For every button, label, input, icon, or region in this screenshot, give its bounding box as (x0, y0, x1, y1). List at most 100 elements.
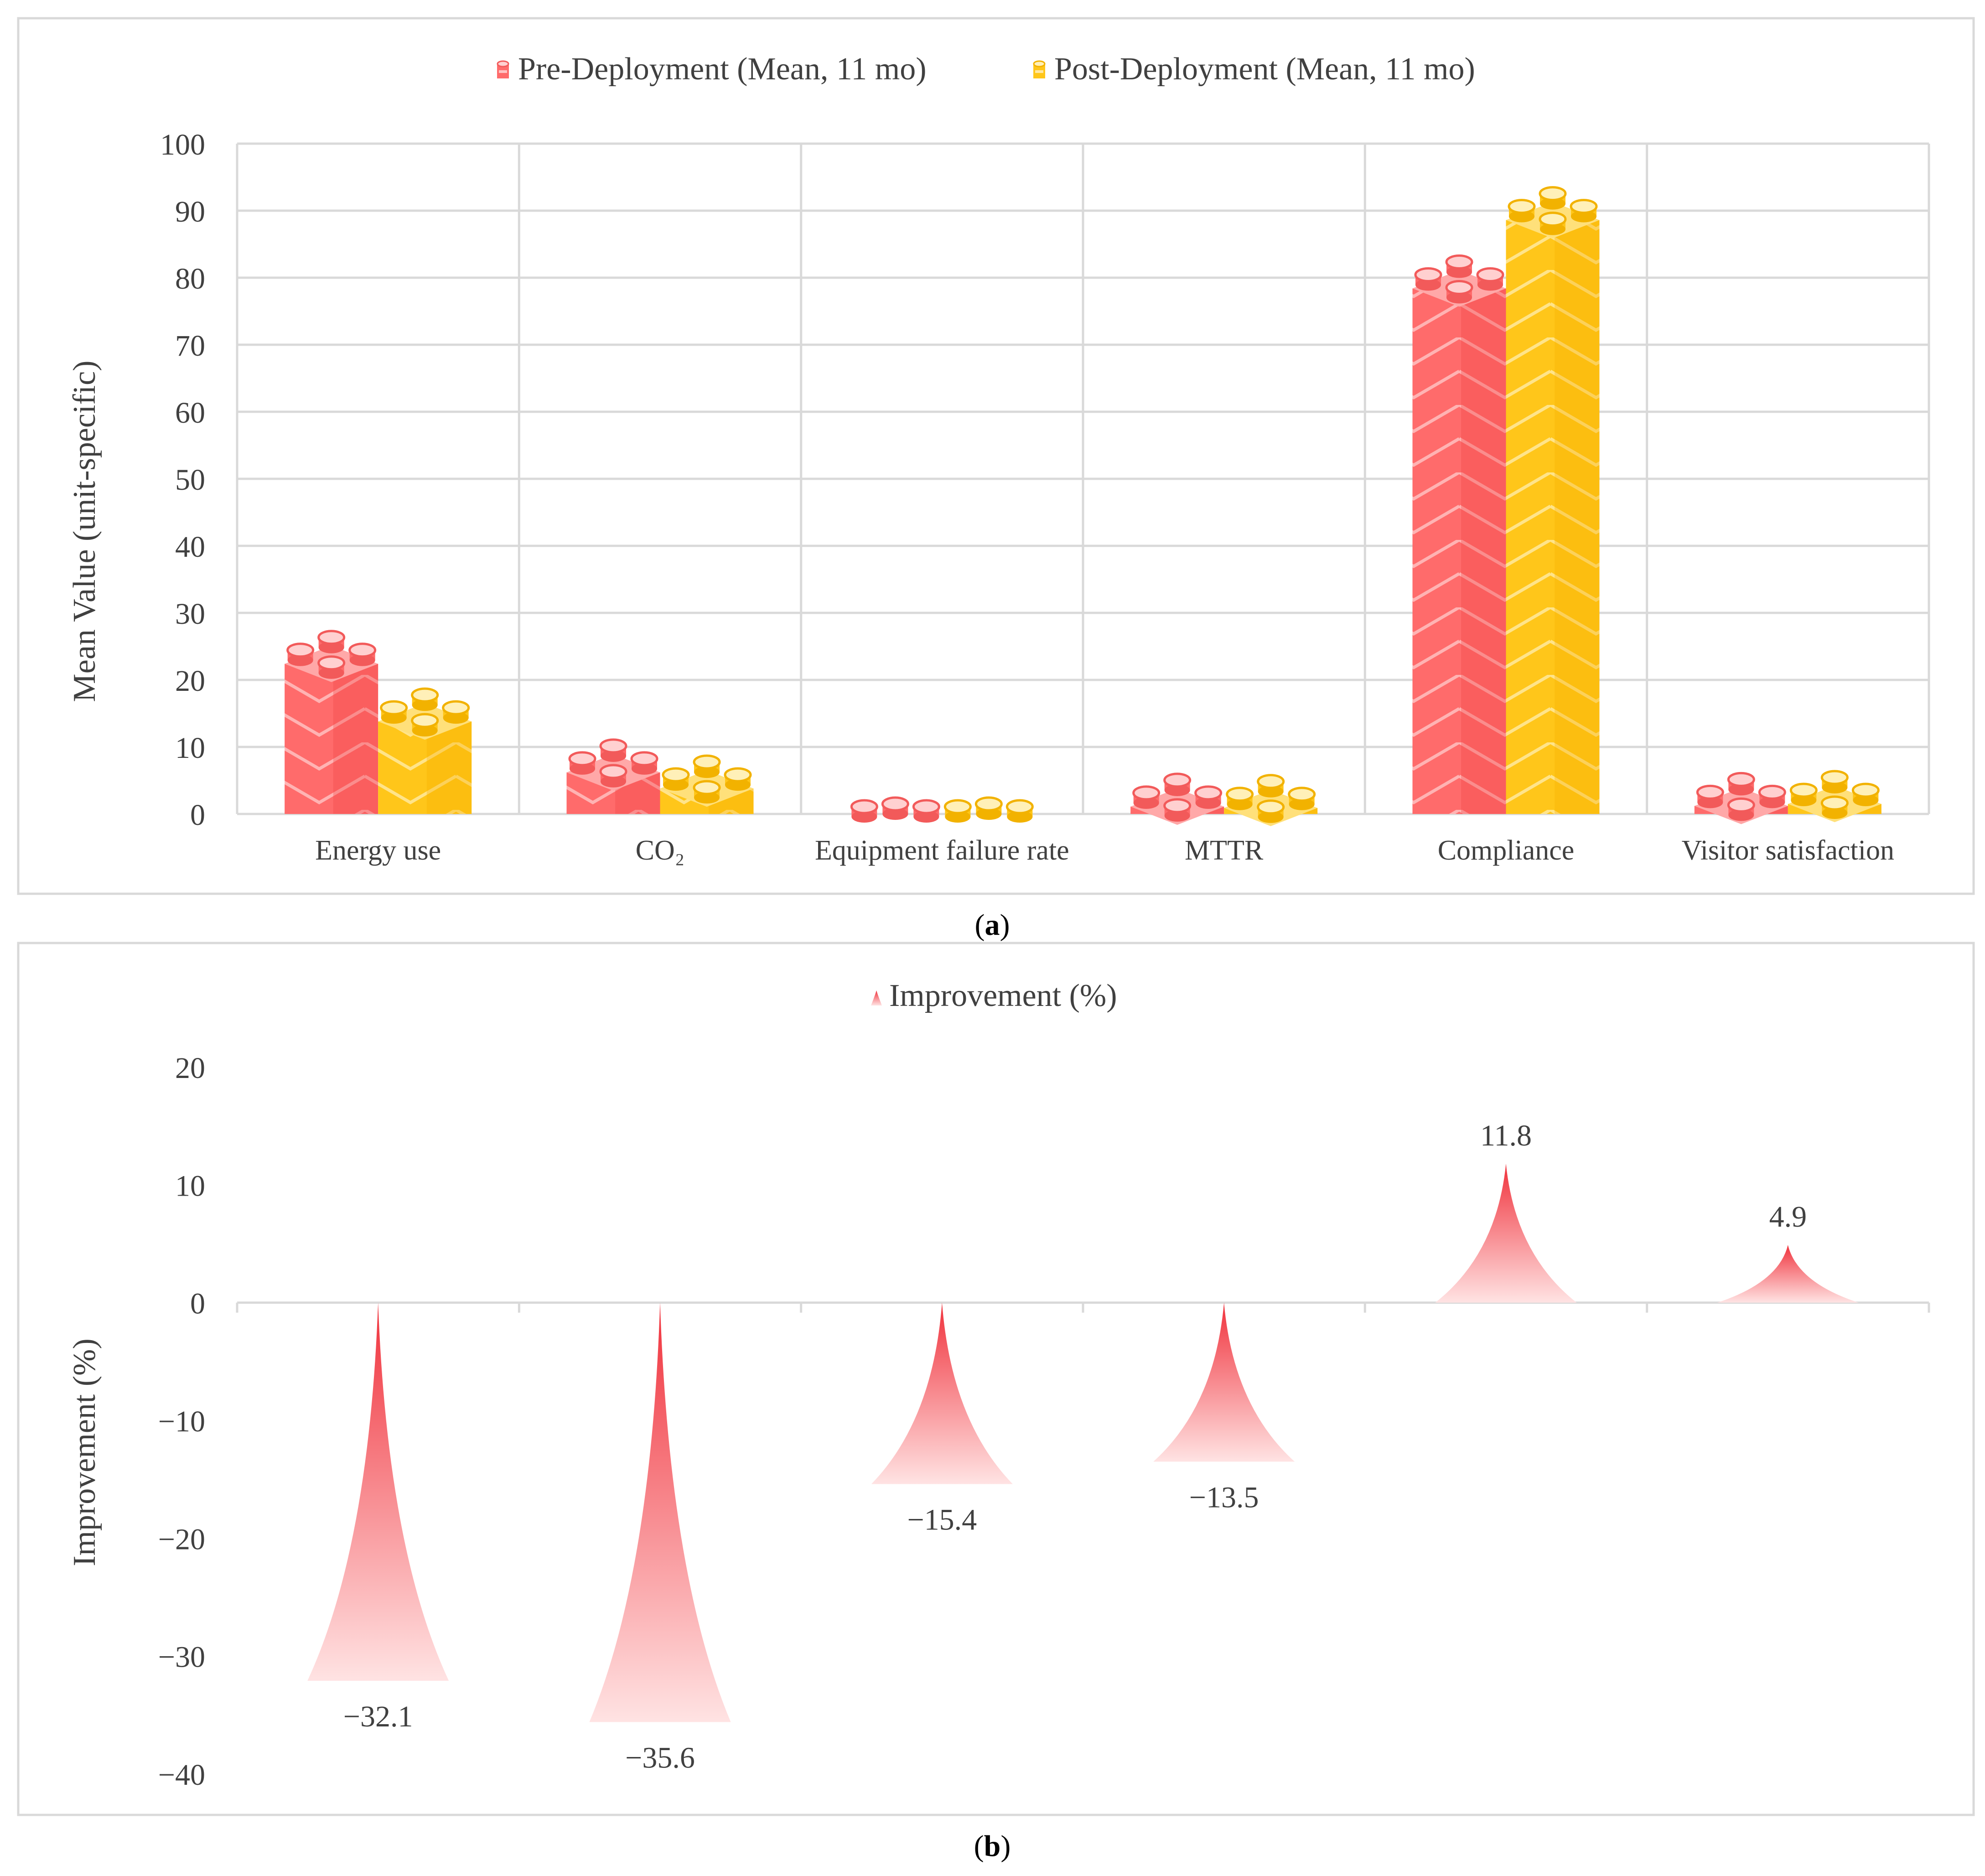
y-tick-label: −10 (158, 1405, 205, 1438)
brick-stud-top (850, 799, 878, 814)
bar-body (285, 663, 378, 814)
brick-stud-top (724, 767, 752, 783)
brick-stud-top (1226, 787, 1254, 802)
panel-b-frame (17, 942, 1975, 1816)
x-tick-label: Energy use (315, 835, 441, 866)
brick-stud-top (317, 655, 346, 671)
brick-stud-top (1820, 770, 1849, 785)
y-tick-label: 0 (190, 798, 205, 832)
brick-stud-top (1288, 787, 1316, 802)
brick-stud-base (1195, 797, 1221, 809)
panel-a-frame (17, 17, 1975, 895)
brick-stud-top (1257, 774, 1285, 789)
brick-stud-base (851, 811, 877, 823)
bar-pre (850, 796, 940, 823)
brick-stud-top (693, 780, 721, 795)
brick-stud-base (412, 699, 438, 711)
brick-stud-base (632, 762, 657, 775)
bar-post (943, 796, 1034, 823)
brick-stud-base (1759, 796, 1785, 808)
y-tick-label: 70 (175, 329, 205, 363)
brick-stud-base (1728, 809, 1754, 821)
brick-stud-top (442, 700, 470, 715)
brick-stud-base (1822, 807, 1848, 819)
brick-stud-top (1696, 784, 1724, 800)
y-tick-label: −30 (158, 1641, 205, 1674)
brick-stud-top (1445, 280, 1473, 295)
brick-stud-top (1194, 785, 1223, 801)
brick-stud-base (1133, 797, 1159, 809)
brick-stud-base (1822, 781, 1848, 793)
data-label: −15.4 (907, 1503, 977, 1537)
brick-stud-top (943, 799, 972, 814)
brick-stud-base (1415, 279, 1441, 291)
brick-stud-base (694, 792, 720, 804)
brick-stud-top (1163, 798, 1192, 814)
brick-stud-top (1727, 772, 1755, 787)
swatch-stripe (499, 70, 507, 73)
data-label: −13.5 (1189, 1481, 1259, 1514)
improvement-mark (1153, 1302, 1295, 1462)
brick-stud-base (570, 762, 595, 775)
y-tick-label: 100 (160, 128, 205, 161)
brick-stud-top (1508, 199, 1536, 214)
brick-stud-top (348, 643, 377, 658)
bar-side-shade (1461, 288, 1506, 814)
y-tick-label: 30 (175, 597, 205, 631)
y-tick-label: 40 (175, 530, 205, 564)
y-tick-label: 0 (190, 1287, 205, 1321)
brick-stud-base (913, 811, 939, 823)
brick-stud-base (1227, 798, 1253, 810)
improvement-mark (307, 1302, 449, 1681)
legend-improvement-marker (871, 990, 882, 1005)
brick-stud-top (912, 799, 940, 814)
bar-pre (566, 738, 660, 814)
brick-stud-base (1853, 794, 1879, 806)
bar-pre (1130, 772, 1224, 825)
legend-post-label: Post-Deployment (Mean, 11 mo) (1054, 52, 1475, 87)
brick-stud-top (1257, 799, 1285, 815)
x-tick-label: MTTR (1185, 835, 1264, 866)
brick-stud-top (1414, 267, 1442, 283)
bar-body (1506, 220, 1600, 814)
bar-stub (850, 796, 940, 823)
brick-stud-top (630, 751, 658, 767)
brick-stud-top (599, 764, 627, 779)
y-tick-label: 50 (175, 463, 205, 497)
bar-side-shade (426, 721, 472, 814)
brick-stud-base (601, 750, 626, 762)
legend-post-swatch (1033, 60, 1046, 78)
improvement-mark (1435, 1163, 1577, 1303)
brick-stud-top (411, 713, 439, 728)
brick-stud-base (1258, 811, 1284, 823)
brick-stud-top (881, 796, 909, 812)
brick-stud-base (1791, 794, 1817, 806)
zero-axis-b (236, 1301, 1930, 1313)
swatch-stud (1033, 60, 1046, 67)
x-tick-label: Equipment failure rate (815, 835, 1069, 866)
y-tick-label: 90 (175, 195, 205, 228)
data-label: 4.9 (1769, 1200, 1807, 1233)
improvement-mark (1717, 1245, 1859, 1303)
brick-stud-base (1509, 210, 1534, 223)
brick-stud-top (568, 751, 596, 767)
x-axis-labels-a: Energy use CO₂ Equipment failure rate MTTR C… (315, 835, 1894, 866)
bar-post (1224, 774, 1318, 826)
improvement-mark (589, 1302, 731, 1722)
brick-stud-top (1727, 797, 1755, 813)
brick-stud-base (1728, 783, 1754, 796)
bar-post (1788, 770, 1881, 822)
x-tick-label: CO₂ (636, 835, 685, 866)
brick-stud-base (1540, 197, 1565, 210)
brick-stud-base (1164, 784, 1190, 796)
data-label: −32.1 (343, 1700, 413, 1733)
x-tick-label: Visitor satisfaction (1682, 835, 1894, 866)
brick-stud-base (412, 725, 438, 737)
y-axis-label-a: Mean Value (unit-specific) (67, 361, 102, 702)
y-tick-label: 80 (175, 262, 205, 295)
y-tick-label: 10 (175, 731, 205, 765)
brick-stud-base (694, 766, 720, 778)
brick-stud-base (349, 654, 375, 666)
brick-stud-base (1164, 809, 1190, 822)
